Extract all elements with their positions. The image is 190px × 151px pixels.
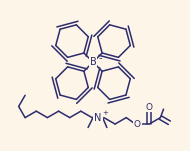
Text: -: -	[98, 53, 102, 63]
Text: B: B	[90, 57, 96, 67]
Text: +: +	[102, 110, 108, 116]
Text: O: O	[146, 103, 153, 112]
Text: N: N	[94, 113, 102, 123]
Text: O: O	[134, 120, 141, 129]
